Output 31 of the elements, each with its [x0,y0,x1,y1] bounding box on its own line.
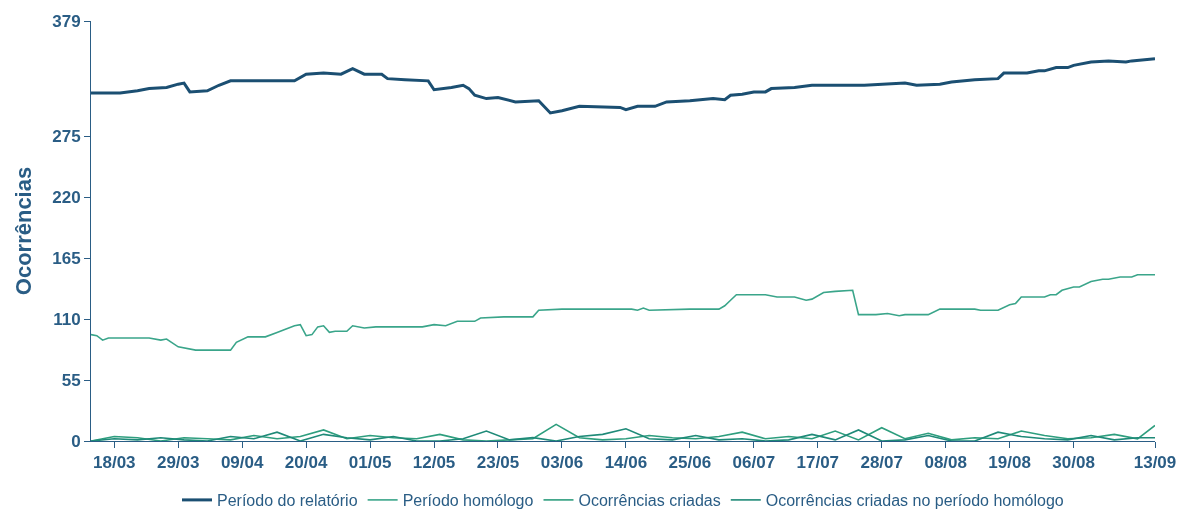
y-axis-title: Ocorrências [11,166,37,296]
legend-label: Ocorrências criadas [578,492,721,510]
x-tick-label: 30/08 [1052,453,1095,473]
x-tick-label: 09/04 [220,453,264,473]
x-tick-label: 20/04 [284,453,328,473]
y-tick-label: 165 [52,249,81,269]
legend-label: Ocorrências criadas no período homólogo [765,492,1064,510]
y-tick-label: 55 [61,371,81,390]
line-series [91,57,1155,115]
x-tick-label: 25/06 [668,453,712,473]
x-tick-label: 12/05 [412,453,456,473]
y-tick-label: 0 [71,431,81,451]
legend-label: Período homólogo [402,492,534,510]
x-tick-label: 01/05 [348,453,392,473]
x-tick-label: 28/07 [860,453,903,473]
x-tick-label: 14/06 [604,453,648,473]
x-tick-label: 23/05 [476,453,520,473]
x-tick-label: 06/07 [732,453,776,473]
y-tick-label: 110 [53,310,81,330]
y-tick-label: 220 [52,188,81,208]
x-tick-label: 19/08 [988,453,1031,473]
line-series [91,273,1155,351]
legend-label: Período do relatório [217,492,358,510]
x-tick-label: 08/08 [924,453,967,473]
x-tick-label: 03/06 [540,453,584,473]
x-tick-label: 13/09 [1133,453,1177,473]
x-tick-label: 29/03 [156,453,200,473]
x-tick-label: 17/07 [796,453,840,473]
y-tick-label: 379 [52,11,81,31]
x-tick-label: 18/03 [92,453,136,473]
y-tick-label: 275 [52,127,81,147]
